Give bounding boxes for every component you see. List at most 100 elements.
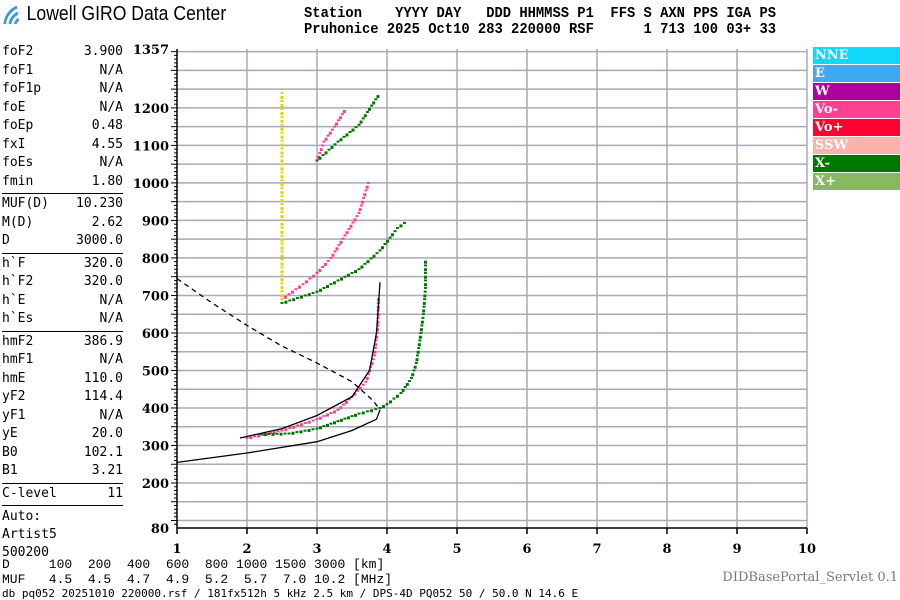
echo-point — [321, 144, 325, 147]
y-tick-label: 200 — [142, 477, 169, 492]
echo-point — [347, 227, 351, 230]
echo-point — [336, 119, 340, 122]
y-tick-label: 1000 — [133, 177, 169, 192]
header-row-values: Pruhonice 2025 Oct10 283 220000 RSF 1 71… — [304, 21, 777, 38]
echo-point — [292, 298, 296, 302]
param-value: 10.230 — [76, 196, 123, 211]
echo-point — [280, 100, 284, 103]
parameter-panel: foF2 3.900 foF1 N/A foF1p N/A foE N/A foEp 0.48 fx… — [2, 43, 123, 562]
echo-point — [307, 428, 311, 432]
param-name: D — [2, 233, 10, 248]
echo-point — [280, 159, 284, 163]
echo-point — [342, 135, 346, 138]
echo-point — [413, 365, 417, 369]
legend-item: Vo+ — [813, 119, 900, 136]
electron-density-profile — [239, 282, 381, 439]
echo-point — [424, 279, 427, 282]
echo-point — [280, 179, 284, 182]
param-name: hmF2 — [2, 333, 34, 349]
echo-point — [280, 155, 284, 158]
echo-point — [423, 294, 427, 298]
echo-point — [280, 199, 284, 203]
y-tick-label: 300 — [142, 439, 169, 454]
echo-point — [354, 270, 357, 274]
echo-point — [295, 431, 299, 434]
echo-point — [336, 279, 340, 282]
echo-point — [333, 143, 337, 146]
echo-point — [372, 254, 376, 258]
echo-point — [399, 224, 403, 228]
echo-point — [333, 421, 336, 425]
echo-point — [280, 167, 284, 171]
echo-point — [376, 324, 380, 327]
echo-point — [280, 151, 284, 155]
y-tick-label: 600 — [142, 327, 169, 342]
echo-point — [369, 257, 373, 260]
echo-point — [257, 434, 261, 438]
echo-point — [319, 148, 323, 152]
echo-point — [280, 119, 284, 123]
param-row: B0 102.1 — [2, 444, 123, 463]
echo-point — [363, 262, 367, 265]
echo-point — [330, 146, 334, 150]
echo-point — [280, 183, 284, 187]
echo-point — [280, 250, 284, 253]
echo-point — [319, 416, 322, 420]
echo-point — [288, 426, 292, 429]
echo-point — [280, 254, 284, 258]
param-row: D 3000.0 — [2, 232, 123, 251]
echo-point — [296, 296, 300, 299]
echo-point — [337, 244, 341, 247]
legend: NNE E W Vo- Vo+ SSW X- X+ — [813, 47, 900, 191]
param-value: 320.0 — [83, 255, 123, 271]
echo-point — [364, 189, 368, 192]
echo-point — [370, 409, 374, 413]
echo-point — [280, 139, 284, 142]
param-value: 2.62 — [91, 214, 123, 230]
param-row: hmF1 N/A — [2, 351, 123, 370]
header-row-labels: Station YYYY DAY DDD HHMMSS P1 FFS S AXN… — [304, 5, 777, 22]
echo-point — [357, 412, 361, 415]
echo-point — [341, 237, 345, 240]
echo-point — [418, 335, 422, 339]
echo-point — [280, 258, 284, 261]
echo-point — [356, 389, 360, 392]
echo-point — [280, 230, 284, 234]
echo-point — [280, 278, 284, 282]
echo-point — [284, 295, 287, 299]
echo-point — [283, 432, 287, 435]
echo-point — [280, 203, 284, 206]
echo-point — [280, 115, 284, 118]
echo-point — [339, 138, 343, 142]
echo-point — [318, 151, 322, 154]
echo-point — [280, 242, 284, 245]
logo-text: Lowell GIRO Data Center — [26, 3, 227, 25]
echo-point — [396, 226, 399, 229]
echo-point — [280, 222, 284, 226]
echo-point — [421, 316, 425, 319]
echo-point — [321, 265, 325, 268]
param-row: hmE 110.0 — [2, 370, 123, 389]
echo-point — [280, 96, 284, 100]
echo-point — [385, 403, 389, 406]
echo-point — [326, 423, 329, 427]
echo-point — [280, 187, 284, 190]
echo-point — [366, 181, 370, 184]
echo-point — [280, 238, 284, 242]
echo-point — [361, 383, 365, 386]
legend-item: SSW — [813, 137, 900, 154]
echo-point — [336, 140, 340, 143]
echo-point — [272, 431, 276, 435]
param-row: foEs N/A — [2, 154, 123, 173]
param-row: foF1p N/A — [2, 80, 123, 99]
echo-point — [280, 103, 284, 107]
echo-point — [347, 416, 350, 420]
x-tick-label: 5 — [452, 542, 461, 557]
echo-point — [376, 95, 380, 99]
echo-point — [308, 277, 312, 280]
echo-point — [291, 431, 295, 435]
echo-point — [305, 280, 308, 284]
echo-point — [424, 260, 427, 264]
echo-point — [359, 204, 363, 207]
echo-point — [375, 335, 379, 339]
